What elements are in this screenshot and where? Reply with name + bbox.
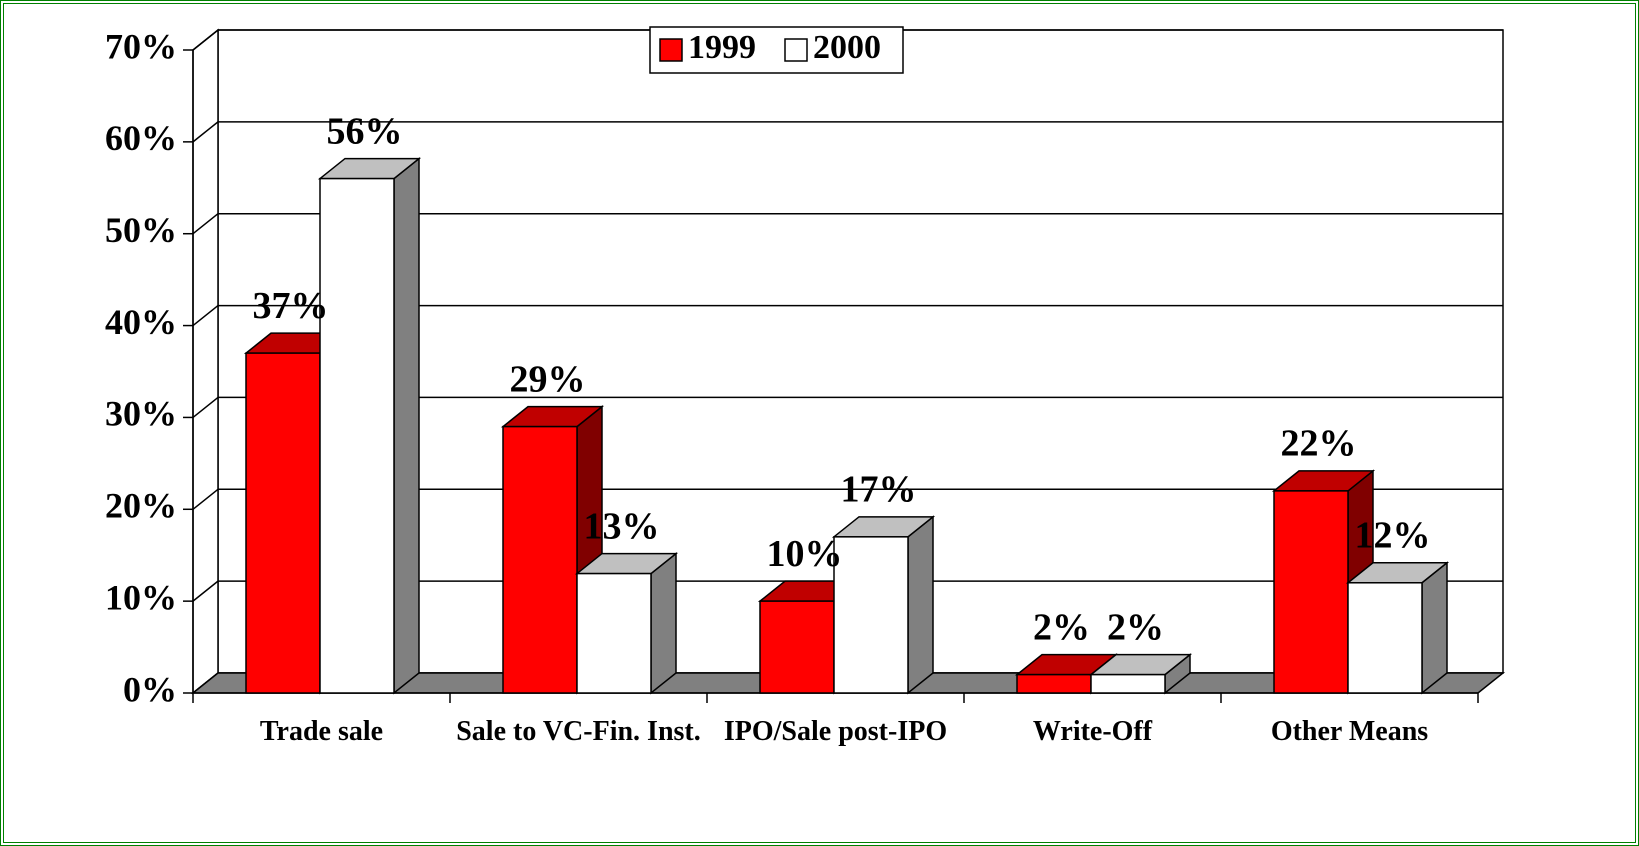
legend-label: 1999 (688, 29, 756, 66)
y-tick-label: 50% (105, 210, 177, 250)
bar (317, 157, 422, 695)
bar (574, 552, 679, 695)
x-tick-label: Other Means (1270, 716, 1429, 747)
data-label: 10% (767, 533, 843, 575)
bar-front (245, 352, 321, 694)
bar-front (759, 600, 835, 694)
data-label: 22% (1281, 423, 1357, 465)
bar (1088, 653, 1193, 695)
grid-line-side (192, 304, 219, 327)
bar (831, 515, 936, 695)
y-tick-label: 70% (105, 26, 177, 66)
bar-front (576, 572, 652, 694)
data-label: 17% (841, 469, 917, 511)
data-label: 13% (584, 505, 660, 547)
legend: 1999 2000 (649, 26, 904, 74)
bar-side (650, 552, 677, 695)
data-label: 2% (1107, 606, 1164, 648)
grid-line-side (192, 488, 219, 510)
bar-side (393, 157, 420, 695)
side-wall (192, 28, 219, 695)
bar-front (833, 536, 909, 694)
x-tick-label: Write-Off (1032, 716, 1153, 747)
bar-front (1016, 673, 1092, 694)
grid-line-side (192, 121, 219, 143)
legend-swatch (659, 38, 683, 62)
bar (1345, 561, 1450, 695)
y-tick-label: 60% (105, 118, 177, 158)
legend-label: 2000 (813, 29, 881, 66)
x-tick-label: IPO/Sale post-IPO (723, 716, 948, 747)
y-tick-label: 0% (123, 669, 177, 709)
data-label: 12% (1355, 514, 1431, 556)
data-label: 37% (253, 285, 329, 327)
data-label: 2% (1033, 606, 1090, 648)
bar-side (1421, 561, 1448, 695)
x-tick-label: Trade sale (259, 716, 384, 747)
y-tick-label: 40% (105, 302, 177, 342)
legend-box (649, 26, 904, 74)
bar-front (502, 425, 578, 694)
data-label: 56% (327, 110, 403, 152)
grid-line-side (192, 29, 219, 51)
data-label: 29% (510, 358, 586, 400)
y-tick-label: 10% (105, 577, 177, 617)
bar-front (1273, 490, 1349, 694)
grid-line-side (192, 213, 219, 235)
legend-swatch (784, 38, 808, 62)
y-tick-label: 20% (105, 486, 177, 526)
grid-line-side (192, 580, 219, 602)
grid-line-side (192, 396, 219, 419)
bar-front (319, 177, 395, 694)
bar-front (1347, 582, 1423, 694)
bar-side (907, 515, 934, 695)
y-tick-label: 30% (105, 394, 177, 434)
bar-front (1090, 673, 1166, 694)
x-tick-label: Sale to VC-Fin. Inst. (456, 716, 701, 747)
